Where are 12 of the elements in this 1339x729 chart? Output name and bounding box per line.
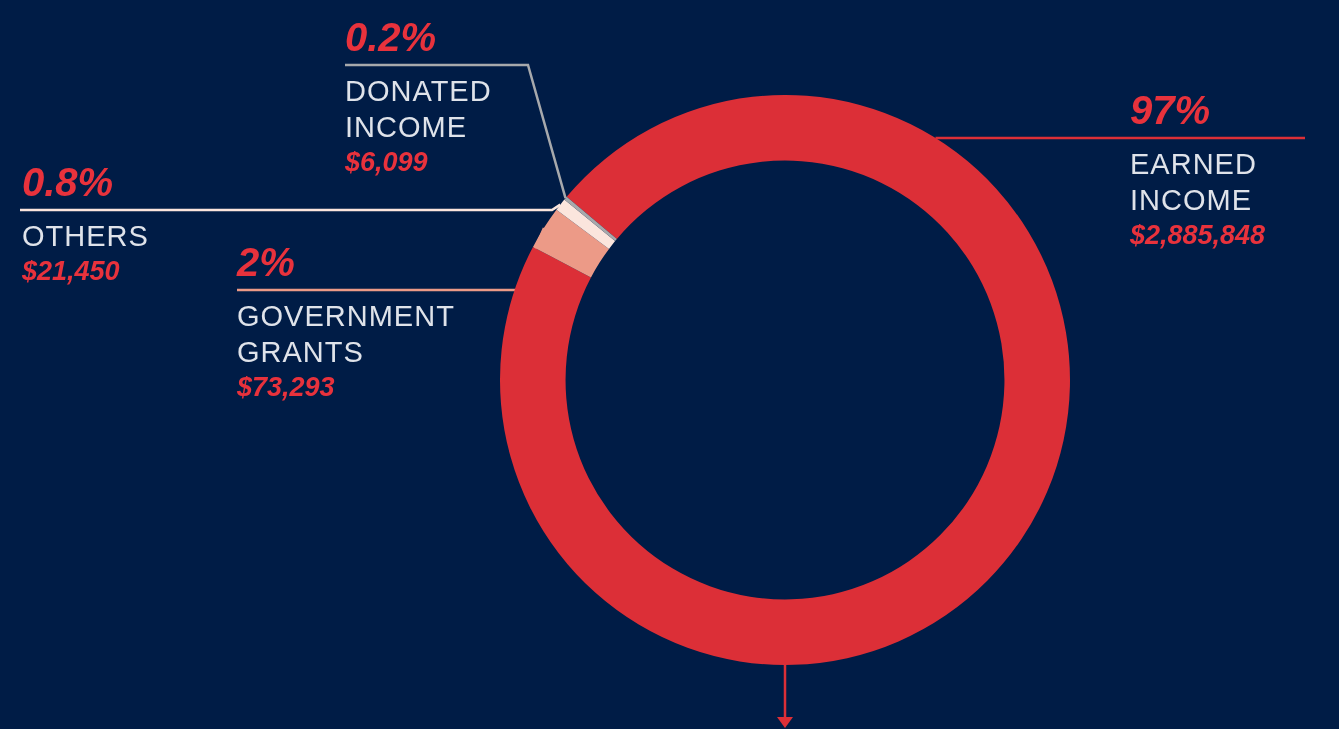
slice-label: EARNED INCOME [1130, 147, 1258, 218]
text: 97% [1130, 88, 1211, 132]
data-label: $6,099 [345, 146, 429, 179]
data-label: $21,450 [22, 256, 120, 286]
text: 0.8% [22, 160, 114, 204]
slice-label: GOVERNMENT GRANTS [237, 299, 456, 370]
text: 2% [237, 240, 295, 284]
text: 0.2% [345, 15, 437, 59]
data-label: $73,293 [237, 371, 336, 404]
data-label: $2,885,848 [1130, 219, 1267, 252]
slice-label: OTHERS [22, 220, 149, 252]
slice-label: DONATED INCOME [345, 74, 493, 145]
